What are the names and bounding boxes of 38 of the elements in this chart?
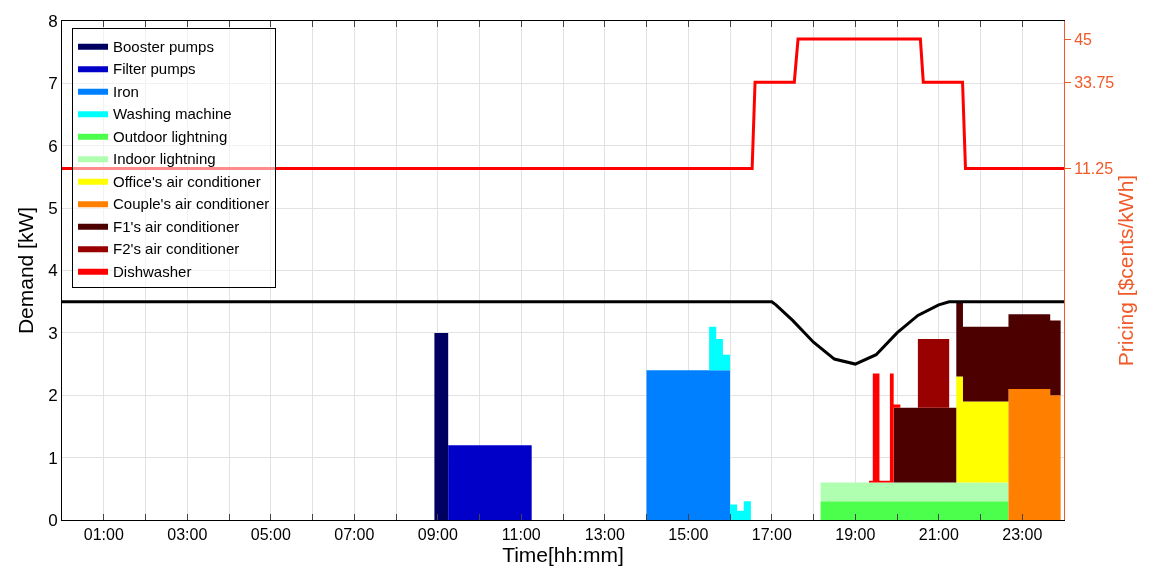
legend-label: Dishwasher [113, 262, 192, 280]
y-tick-label: 0 [48, 510, 58, 530]
x-tick-label: 01:00 [83, 526, 124, 544]
y2-tick-label: 45 [1074, 30, 1093, 48]
legend-label: Washing machine [113, 105, 232, 123]
x-tick-label: 05:00 [250, 526, 291, 544]
x-tick-label: 09:00 [417, 526, 458, 544]
y-tick-label: 7 [48, 74, 58, 94]
legend-label: Booster pumps [113, 37, 214, 55]
y-axis-title: Demand [kW] [14, 206, 38, 335]
x-tick-label: 11:00 [501, 526, 541, 544]
legend-label: Iron [113, 82, 139, 100]
legend-label: F1's air conditioner [113, 217, 240, 235]
y-tick-label: 6 [48, 136, 58, 156]
y-tick-label: 1 [48, 448, 58, 468]
legend-label: Indoor lightning [113, 150, 216, 168]
legend-label: Filter pumps [113, 60, 196, 78]
x-tick-label: 19:00 [835, 526, 876, 544]
y-tick-label: 8 [48, 11, 58, 31]
legend-label: Couple's air conditioner [113, 195, 270, 213]
y-tick-label: 4 [48, 261, 58, 281]
x-tick-label: 21:00 [918, 526, 959, 544]
x-tick-label: 13:00 [584, 526, 625, 544]
y-tick-label: 2 [48, 386, 58, 406]
y2-tick-label: 11.25 [1074, 160, 1114, 178]
legend-label: F2's air conditioner [113, 240, 240, 258]
x-tick-label: 03:00 [167, 526, 208, 544]
y2-tick-label: 33.75 [1074, 73, 1115, 91]
x-axis-title: Time[hh:mm] [502, 543, 624, 567]
legend-label: Outdoor lightning [113, 127, 228, 145]
y-tick-label: 5 [48, 199, 58, 219]
y2-axis-title: Pricing [$cents/kWh] [1113, 174, 1137, 367]
y-tick-label: 3 [48, 323, 58, 343]
x-tick-label: 23:00 [1002, 526, 1043, 544]
x-tick-label: 17:00 [751, 526, 792, 544]
x-tick-label: 15:00 [668, 526, 709, 544]
legend-label: Office's air conditioner [113, 172, 261, 190]
x-tick-label: 07:00 [334, 526, 375, 544]
